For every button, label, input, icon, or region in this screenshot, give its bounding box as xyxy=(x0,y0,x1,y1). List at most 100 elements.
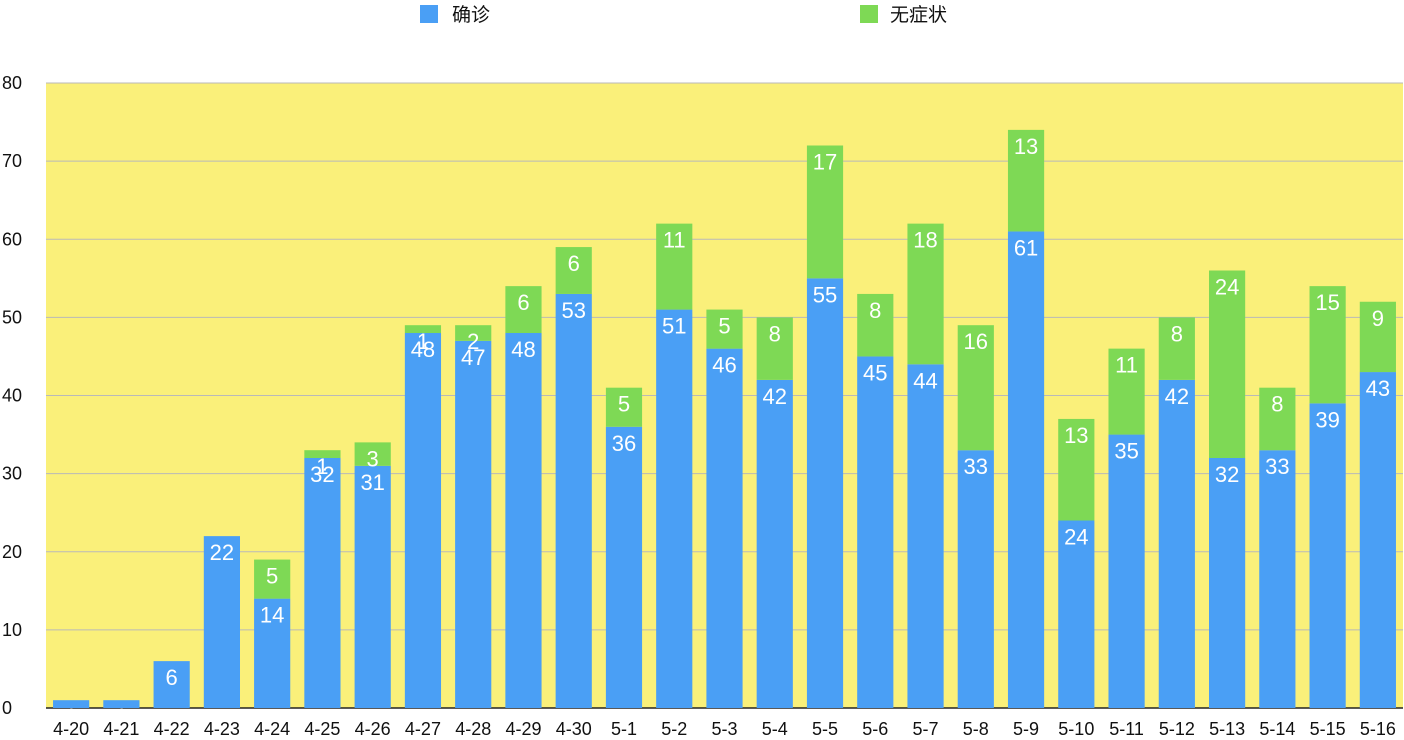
bar-confirmed xyxy=(254,598,291,708)
y-tick-label: 10 xyxy=(2,620,22,640)
bar-asymptomatic xyxy=(706,309,743,349)
data-label-asymptomatic: 15 xyxy=(1315,290,1339,315)
bar-asymptomatic xyxy=(756,317,793,380)
bar-confirmed xyxy=(1108,434,1145,708)
data-label-confirmed: 61 xyxy=(1014,235,1038,260)
data-label-confirmed: 47 xyxy=(461,345,485,370)
y-tick-label: 0 xyxy=(2,698,12,718)
data-label-confirmed: 22 xyxy=(210,540,234,565)
bar-asymptomatic xyxy=(957,325,994,451)
data-label-asymptomatic: 1 xyxy=(316,454,328,479)
bar-asymptomatic xyxy=(1208,270,1246,458)
x-tick-label: 4-26 xyxy=(355,719,391,739)
data-label-confirmed: 39 xyxy=(1315,407,1339,432)
bars xyxy=(53,129,1396,708)
x-tick-label: 5-10 xyxy=(1058,719,1094,739)
data-label-asymptomatic: 5 xyxy=(266,564,278,589)
y-tick-label: 40 xyxy=(2,386,22,406)
bar-asymptomatic xyxy=(1359,301,1396,373)
bar-confirmed xyxy=(53,700,90,708)
data-label-confirmed: 42 xyxy=(763,384,787,409)
x-tick-label: 5-1 xyxy=(611,719,637,739)
x-tick-label: 4-29 xyxy=(505,719,541,739)
bar-confirmed xyxy=(103,700,140,708)
bar-asymptomatic xyxy=(1007,129,1045,232)
data-label-asymptomatic: 6 xyxy=(568,251,580,276)
bar-confirmed xyxy=(706,348,743,708)
data-label-confirmed: 45 xyxy=(863,360,887,385)
data-label-confirmed: 6 xyxy=(166,665,178,690)
bar-asymptomatic xyxy=(555,247,592,294)
y-tick-label: 50 xyxy=(2,307,22,327)
bar-asymptomatic xyxy=(455,325,492,341)
data-label-asymptomatic: 1 xyxy=(417,329,429,354)
data-label-confirmed: 32 xyxy=(1215,462,1239,487)
bar-asymptomatic xyxy=(1108,348,1145,435)
bar-confirmed xyxy=(1007,231,1045,708)
data-label-confirmed: 31 xyxy=(360,470,384,495)
x-tick-label: 4-28 xyxy=(455,719,491,739)
bar-confirmed xyxy=(153,661,190,708)
bar-asymptomatic xyxy=(656,223,693,310)
bar-confirmed xyxy=(806,278,844,708)
bar-confirmed xyxy=(907,364,944,708)
data-label-confirmed: 1 xyxy=(65,704,77,729)
data-label-asymptomatic: 3 xyxy=(367,446,379,471)
x-tick-label: 5-13 xyxy=(1209,719,1245,739)
data-label-asymptomatic: 9 xyxy=(1372,306,1384,331)
x-tick-label: 5-4 xyxy=(762,719,788,739)
bar-confirmed xyxy=(1158,379,1195,708)
y-tick-label: 20 xyxy=(2,542,22,562)
y-tick-label: 30 xyxy=(2,464,22,484)
bar-asymptomatic xyxy=(857,293,894,357)
x-tick-label: 5-2 xyxy=(661,719,687,739)
data-label-confirmed: 36 xyxy=(612,431,636,456)
data-label-asymptomatic: 5 xyxy=(618,392,630,417)
legend-item-confirmed[interactable]: 确诊 xyxy=(420,4,490,26)
bar-confirmed xyxy=(656,309,693,708)
bar-confirmed xyxy=(1309,403,1346,708)
data-label-asymptomatic: 13 xyxy=(1064,423,1088,448)
legend-item-asymptomatic[interactable]: 无症状 xyxy=(860,4,947,26)
x-tick-label: 4-22 xyxy=(154,719,190,739)
data-label-confirmed: 46 xyxy=(712,353,736,378)
data-label-confirmed: 43 xyxy=(1366,376,1390,401)
x-tick-label: 5-11 xyxy=(1109,719,1144,739)
bar-asymptomatic xyxy=(354,442,391,466)
bar-asymptomatic xyxy=(605,387,643,427)
data-label-asymptomatic: 17 xyxy=(813,150,837,175)
data-label-asymptomatic: 5 xyxy=(718,314,730,339)
bar-asymptomatic xyxy=(505,286,542,333)
x-tick-label: 4-23 xyxy=(204,719,240,739)
data-label-asymptomatic: 18 xyxy=(913,228,937,253)
bar-asymptomatic xyxy=(1309,286,1346,404)
bar-asymptomatic xyxy=(1259,387,1296,451)
x-tick-label: 4-21 xyxy=(103,719,139,739)
bar-asymptomatic xyxy=(806,145,844,279)
data-label-asymptomatic: 8 xyxy=(1271,392,1283,417)
data-label-confirmed: 53 xyxy=(561,298,585,323)
data-label-confirmed: 33 xyxy=(964,454,988,479)
y-tick-label: 70 xyxy=(2,151,22,171)
x-tick-label: 4-27 xyxy=(405,719,441,739)
legend-label-asymptomatic: 无症状 xyxy=(890,4,947,26)
data-label-confirmed: 42 xyxy=(1165,384,1189,409)
bar-confirmed xyxy=(1058,520,1095,708)
data-label-confirmed: 14 xyxy=(260,603,284,628)
x-tick-label: 5-6 xyxy=(862,719,888,739)
y-tick-label: 80 xyxy=(2,73,22,93)
x-tick-label: 4-30 xyxy=(556,719,592,739)
data-label-asymptomatic: 13 xyxy=(1014,134,1038,159)
bar-confirmed xyxy=(404,333,442,708)
data-label-asymptomatic: 2 xyxy=(467,329,479,354)
x-tick-label: 5-15 xyxy=(1310,719,1346,739)
data-label-confirmed: 48 xyxy=(511,337,535,362)
bar-confirmed xyxy=(756,379,793,708)
bar-confirmed xyxy=(957,450,994,708)
x-tick-label: 5-7 xyxy=(913,719,939,739)
data-label-confirmed: 32 xyxy=(310,462,334,487)
x-tick-label: 5-14 xyxy=(1259,719,1295,739)
data-label-asymptomatic: 11 xyxy=(663,228,686,253)
